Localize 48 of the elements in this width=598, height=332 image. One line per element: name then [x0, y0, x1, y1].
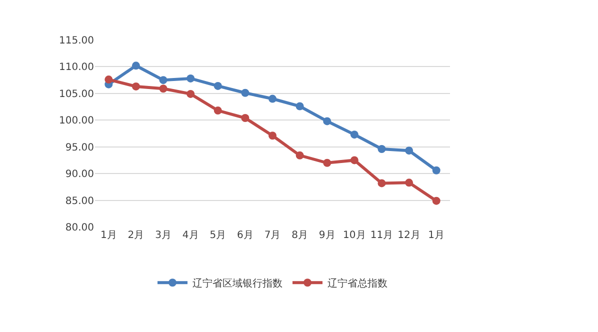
x-tick-label: 2月	[128, 230, 144, 241]
point	[378, 179, 386, 188]
x-tick-label: 1月	[100, 230, 117, 241]
point	[432, 166, 440, 174]
point	[268, 132, 276, 140]
y-tick-label: 90.00	[65, 169, 94, 180]
x-tick-label: 3月	[155, 230, 172, 241]
point	[132, 62, 140, 70]
point	[323, 117, 332, 126]
point	[104, 76, 113, 84]
x-tick-label: 5月	[210, 230, 226, 241]
y-tick-label: 85.00	[65, 196, 94, 207]
point	[350, 130, 358, 139]
y-tick-label: 115.00	[59, 36, 94, 46]
point	[186, 74, 195, 82]
x-tick-label: 8月	[292, 230, 308, 241]
x-tick-label: 4月	[182, 230, 199, 241]
point	[268, 94, 276, 103]
y-tick-label: 105.00	[59, 88, 94, 100]
x-tick-label: 9月	[318, 230, 336, 241]
y-tick-label: 80.00	[65, 222, 94, 234]
point	[405, 146, 414, 155]
legend-label: 辽宁省总指数	[328, 278, 388, 290]
point	[296, 151, 304, 160]
point	[214, 82, 222, 90]
point	[405, 178, 414, 187]
point	[214, 106, 222, 115]
y-tick-label: 110.00	[59, 62, 94, 74]
point	[241, 114, 250, 122]
point	[159, 84, 168, 93]
x-tick-label: 7月	[264, 230, 281, 241]
x-tick-label: 1月	[428, 230, 445, 241]
point	[296, 102, 304, 110]
y-tick-label: 100.00	[59, 116, 94, 127]
point	[350, 156, 358, 164]
point	[241, 88, 250, 97]
point	[132, 82, 140, 90]
point	[432, 196, 440, 205]
x-tick-label: 11月	[370, 230, 394, 241]
y-tick-label: 95.00	[65, 142, 94, 154]
point	[378, 144, 386, 153]
x-tick-label: 10月	[343, 230, 366, 241]
x-tick-label: 12月	[398, 230, 420, 241]
point	[159, 76, 168, 84]
point	[323, 158, 332, 167]
point	[186, 90, 195, 98]
legend-label: 辽宁省区域银行指数	[192, 278, 282, 290]
x-tick-label: 6月	[237, 230, 254, 241]
